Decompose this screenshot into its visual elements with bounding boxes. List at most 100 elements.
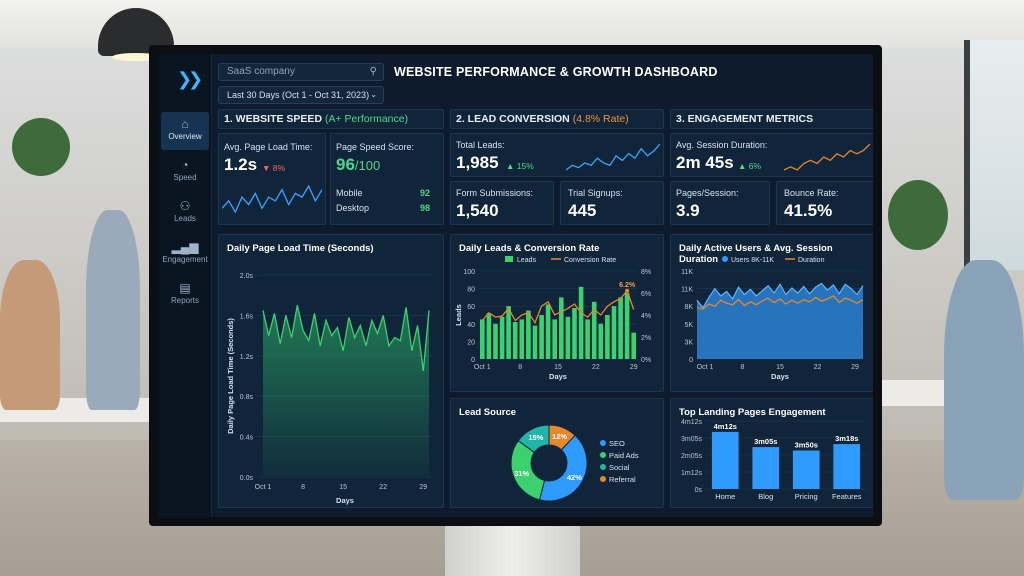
y-tick-label: 0s: [695, 487, 703, 494]
legend-label-duration: Duration: [798, 257, 825, 264]
peak-marker: [625, 288, 630, 293]
lead-heading: 2. LEAD CONVERSION (4.8% Rate): [456, 113, 629, 125]
total-leads-label: Total Leads:: [456, 140, 505, 150]
x-tick-label: 8: [741, 364, 745, 371]
office-window: [964, 40, 1024, 270]
lead-heading-accent: (4.8% Rate): [572, 113, 629, 125]
speed-heading-accent: (A+ Performance): [324, 113, 409, 125]
x-tick-label: Oct 1: [474, 364, 491, 371]
session-duration-change: ▲ 6%: [738, 161, 762, 171]
y-tick-label: 20: [467, 339, 475, 346]
landing-pages-panel: Top Landing Pages Engagement 0s 1m12s 2m05…: [670, 398, 873, 508]
sidebar-item-label: Speed: [173, 173, 197, 182]
leads-bar: [605, 315, 610, 359]
bounce-rate-value: 41.5%: [784, 201, 833, 220]
search-placeholder: SaaS company: [227, 66, 295, 77]
y-tick-label: 80: [467, 287, 475, 294]
sidebar-item-engagement[interactable]: ▂▄▆ Engagement: [161, 235, 209, 273]
bar-value-label: 3m18s: [835, 434, 858, 443]
avg-load-change: ▼ 8%: [262, 163, 286, 173]
trial-signups-card: [560, 181, 664, 225]
speed-header: [218, 109, 444, 129]
x-tick-label: 8: [301, 484, 305, 491]
mobile-label: Mobile: [336, 188, 363, 198]
x-tick-label: Pricing: [795, 492, 818, 501]
x-tick-label: 29: [630, 364, 638, 371]
x-axis-label: Days: [549, 372, 567, 381]
plant-left: [12, 118, 70, 176]
peak-annotation: 6.2%: [619, 282, 636, 289]
sidebar-item-reports[interactable]: ▤ Reports: [161, 276, 209, 314]
date-range-value: Last 30 Days (Oct 1 - Oct 31, 2023): [227, 90, 370, 100]
leads-bar: [519, 319, 525, 359]
lead-heading-text: 2. LEAD CONVERSION: [456, 113, 570, 125]
legend-swatch: [600, 440, 606, 446]
y-tick-label: 2.0s: [240, 273, 254, 280]
legend-label: Social: [609, 463, 630, 472]
home-icon: ⌂: [181, 117, 189, 131]
chevron-down-icon: ⌄: [370, 90, 377, 99]
sidebar-item-label: Engagement: [162, 255, 208, 264]
leads-bar: [506, 306, 511, 359]
leads-bar: [545, 304, 551, 359]
bar-value-label: 4m12s: [714, 422, 737, 431]
y-tick-label: 11K: [681, 269, 693, 276]
legend-swatch: [600, 464, 606, 470]
y-tick-label: 3m05s: [681, 436, 703, 443]
y-tick-label: 60: [467, 304, 475, 311]
person-left-seated: [0, 260, 60, 410]
legend-label-users: Users 8K-11K: [731, 257, 774, 264]
total-leads-change: ▲ 15%: [506, 161, 534, 171]
slice-label: 15%: [528, 433, 543, 442]
y-tick-label: 5K: [684, 322, 693, 329]
monitor: ❯❯ ⌂ Overview ◔ Speed ⚇ Leads ▂▄▆ Engage…: [149, 45, 882, 526]
y2-tick-label: 2%: [641, 335, 651, 342]
person-left-standing: [86, 210, 140, 410]
y-tick-label: 100: [463, 269, 475, 276]
leads-bar: [624, 293, 630, 359]
legend-swatch-users: [722, 256, 728, 262]
sidebar-item-leads[interactable]: ⚇ Leads: [161, 194, 209, 232]
leads-bar: [552, 319, 557, 359]
x-tick-label: 15: [339, 484, 347, 491]
legend-swatch-leads: [505, 256, 513, 262]
sidebar-item-overview[interactable]: ⌂ Overview: [161, 112, 209, 150]
search-input[interactable]: SaaS company ⚲: [218, 63, 384, 81]
desktop-value: 98: [420, 203, 431, 213]
trial-signups-value: 445: [568, 201, 597, 220]
x-tick-label: 29: [851, 364, 859, 371]
sidebar-item-label: Leads: [174, 214, 196, 223]
x-tick-label: Oct 1: [255, 484, 272, 491]
sidebar-item-label: Reports: [170, 296, 199, 305]
page-load-chart-panel: Daily Page Load Time (Seconds) 0.0s 0.4s 0…: [218, 234, 444, 508]
sidebar-item-label: Overview: [168, 132, 202, 141]
donut-slice: [538, 434, 588, 502]
sidebar-item-speed[interactable]: ◔ Speed: [161, 153, 209, 191]
avg-load-card: [218, 133, 326, 225]
x-tick-label: 22: [379, 484, 387, 491]
avg-load-value: 1.2s: [224, 155, 258, 174]
x-tick-label: 22: [814, 364, 822, 371]
legend-label: SEO: [609, 439, 625, 448]
y-tick-label: 0.0s: [240, 475, 254, 482]
total-leads-sparkline: [566, 143, 660, 171]
dashboard-title: WEBSITE PERFORMANCE & GROWTH DASHBOARD: [394, 65, 718, 79]
leads-bar: [591, 301, 597, 359]
users-chart-title: Daily Active Users & Avg. Session Durati…: [679, 243, 833, 265]
date-range-select[interactable]: Last 30 Days (Oct 1 - Oct 31, 2023) ⌄: [218, 86, 384, 104]
x-tick-label: Oct 1: [697, 364, 714, 371]
y-tick-label: 40: [467, 322, 475, 329]
speedometer-icon: ◔: [181, 158, 189, 172]
landing-pages-title: Top Landing Pages Engagement: [679, 407, 826, 418]
leads-bar: [585, 319, 590, 359]
y-tick-label: 0.8s: [240, 394, 254, 401]
lead-source-title: Lead Source: [459, 407, 517, 418]
page-speed-label: Page Speed Score:: [336, 142, 415, 152]
document-icon: ▤: [179, 281, 191, 295]
x-tick-label: Home: [715, 492, 735, 501]
sidebar: ❯❯ ⌂ Overview ◔ Speed ⚇ Leads ▂▄▆ Engage…: [158, 54, 212, 517]
bounce-rate-label: Bounce Rate:: [784, 188, 839, 198]
pages-session-card: [670, 181, 770, 225]
x-tick-label: 8: [518, 364, 522, 371]
y-axis-label: Daily Page Load Time (Seconds): [226, 318, 235, 434]
